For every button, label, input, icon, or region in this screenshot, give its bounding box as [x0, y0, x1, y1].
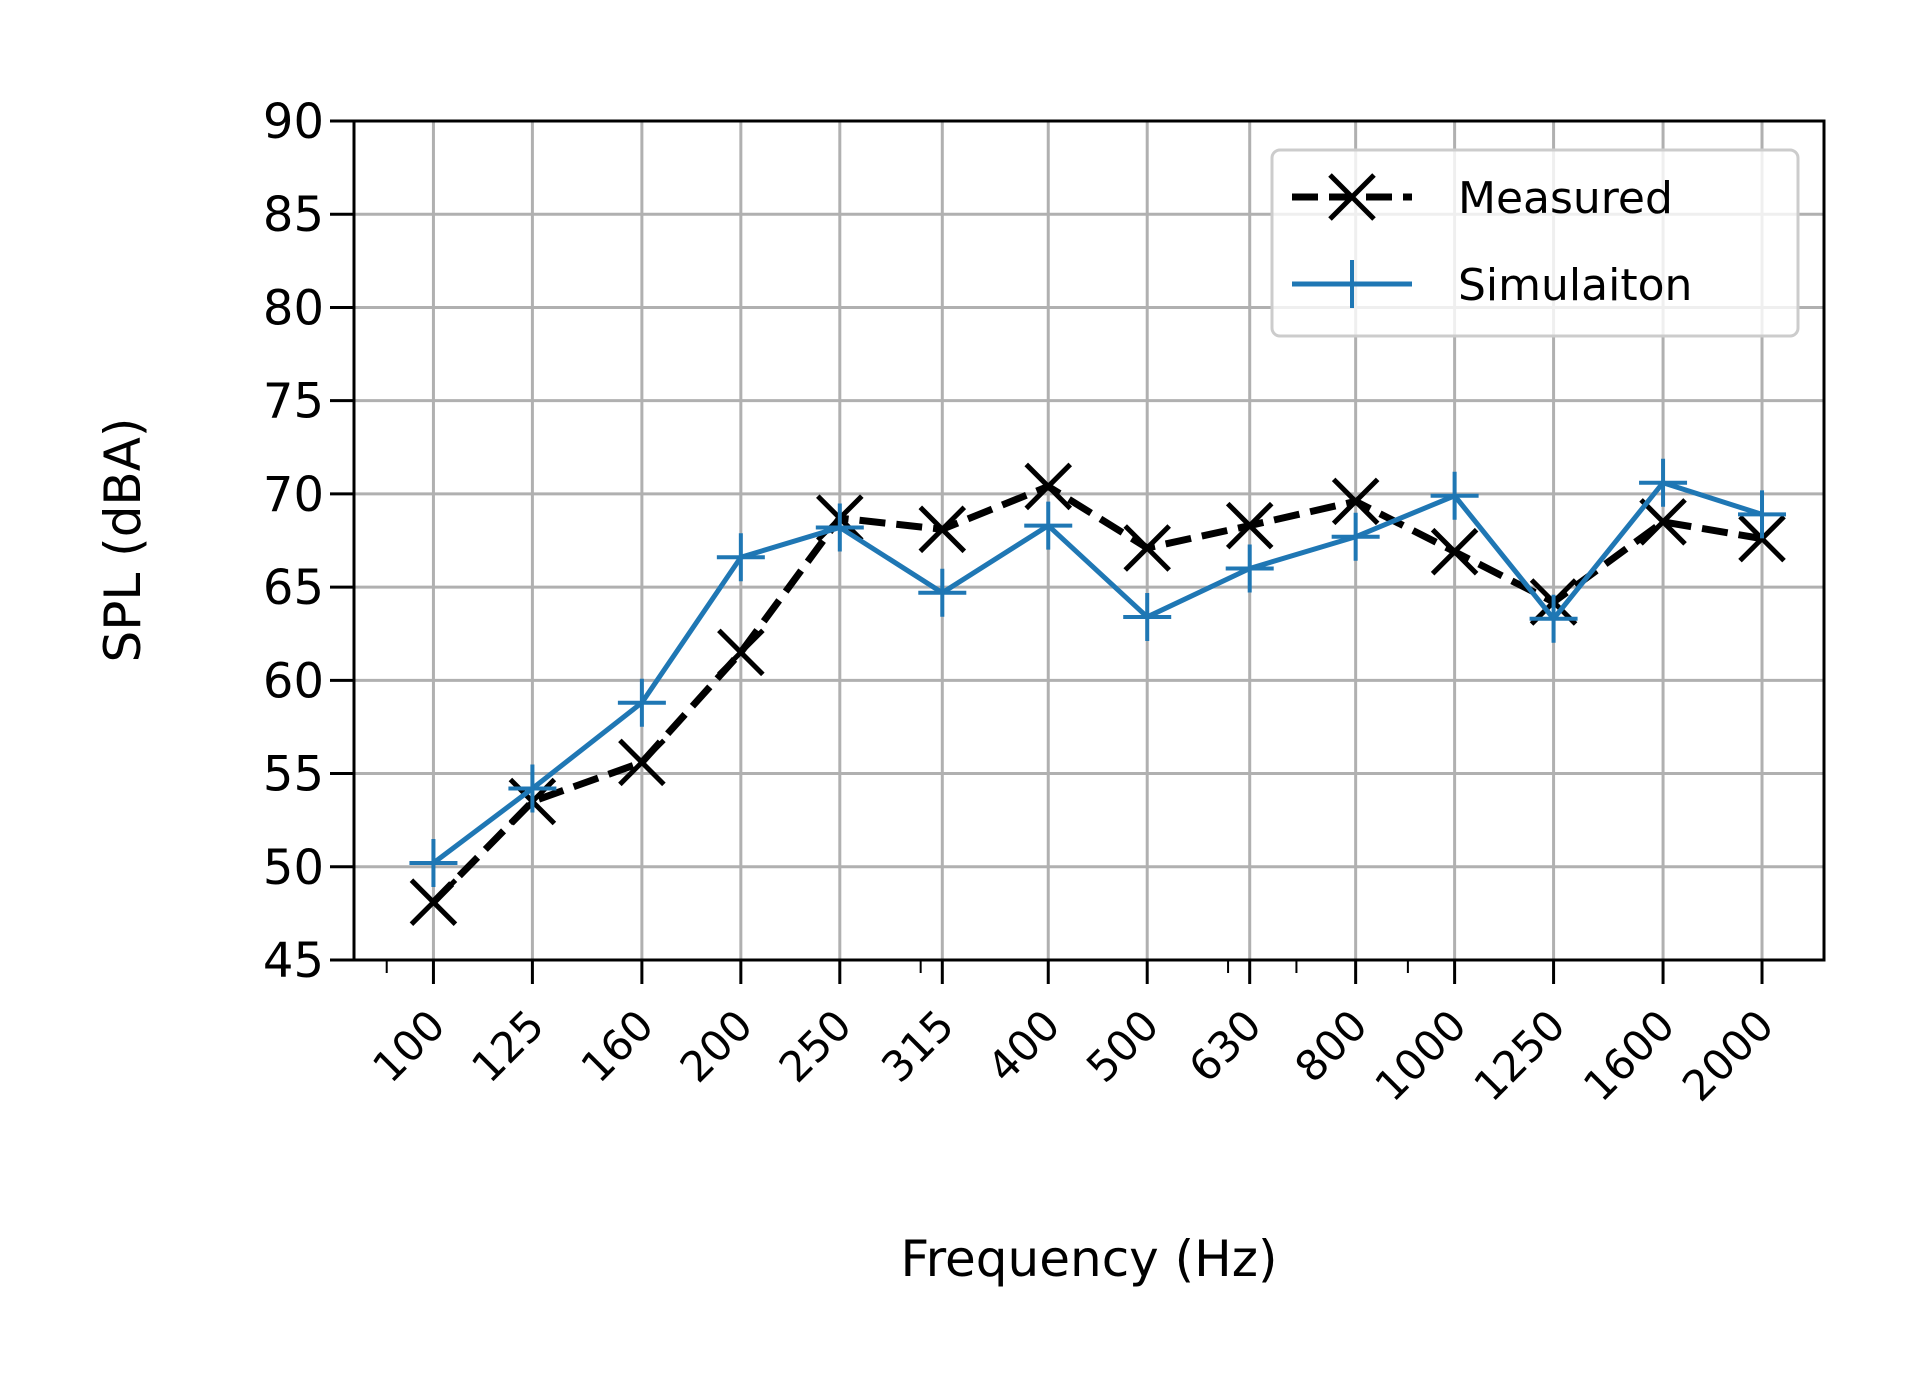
- y-axis-label: SPL (dBA): [94, 418, 152, 663]
- data-point: [1430, 471, 1479, 520]
- data-point: [1024, 501, 1073, 550]
- data-point: [409, 839, 458, 888]
- data-point: [717, 628, 765, 677]
- x-axis-label: Frequency (Hz): [900, 1230, 1277, 1288]
- y-tick-label: 85: [263, 187, 324, 243]
- data-point: [618, 738, 666, 787]
- data-point: [1529, 594, 1578, 643]
- data-point: [815, 503, 864, 552]
- data-point: [1639, 458, 1688, 507]
- data-point: [409, 878, 458, 926]
- data-point: [508, 764, 557, 813]
- legend-marker-measured: [1328, 173, 1376, 221]
- y-tick-label: 70: [263, 467, 324, 523]
- data-point: [1123, 524, 1171, 572]
- legend-marker-simulation: [1328, 260, 1376, 308]
- y-tick-label: 50: [263, 840, 324, 896]
- series-group: [409, 458, 1787, 926]
- plot-frame: [352, 119, 1826, 962]
- data-point: [1639, 498, 1687, 546]
- data-point: [1738, 490, 1787, 539]
- y-axis: 45 50 55 60 65 70 75 80 85 90: [263, 94, 354, 989]
- legend-label-simulation: Simulaiton: [1458, 260, 1692, 311]
- data-point: [918, 568, 967, 617]
- y-tick-label: 90: [263, 94, 324, 150]
- data-point: [716, 533, 765, 582]
- data-point: [1123, 592, 1172, 641]
- legend: Measured Simulaiton: [1270, 148, 1800, 338]
- y-tick-label: 45: [263, 933, 324, 989]
- data-point: [1331, 477, 1380, 526]
- data-point: [1331, 512, 1380, 561]
- y-tick-label: 55: [263, 747, 324, 803]
- legend-label-measured: Measured: [1458, 173, 1673, 224]
- data-point: [1024, 462, 1073, 511]
- y-tick-label: 80: [263, 280, 324, 336]
- series-line-simulation: [431, 480, 1763, 866]
- data-point: [1738, 514, 1786, 563]
- y-tick-label: 60: [263, 653, 324, 709]
- data-point: [1225, 501, 1274, 550]
- data-point: [617, 678, 666, 727]
- data-point: [1225, 544, 1274, 593]
- y-tick-label: 65: [263, 560, 324, 616]
- data-point: [918, 505, 967, 554]
- data-point: [1430, 527, 1479, 576]
- y-tick-label: 75: [263, 374, 324, 430]
